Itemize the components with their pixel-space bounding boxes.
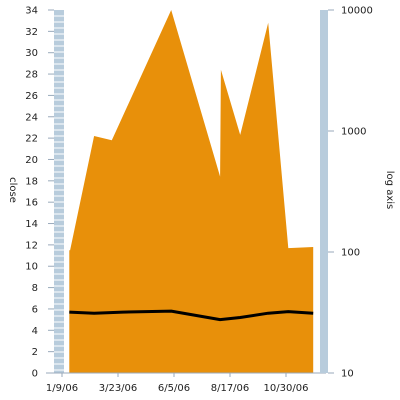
y2-axis-title: log axis xyxy=(384,171,395,209)
left-axis-band xyxy=(54,10,64,373)
plot-area xyxy=(69,10,314,373)
y2-tick-label: 10 xyxy=(341,369,354,380)
y-tick-label: 0 xyxy=(32,369,38,380)
y-tick-label: 18 xyxy=(25,176,38,187)
y-tick-label: 20 xyxy=(25,155,38,166)
right-axis-band xyxy=(320,10,328,373)
x-tick-label: 8/17/06 xyxy=(211,383,250,394)
y2-tick-label: 10000 xyxy=(341,6,373,17)
y-tick-label: 34 xyxy=(25,6,38,17)
y-tick-label: 28 xyxy=(25,70,38,81)
y2-tick-label: 1000 xyxy=(341,127,366,138)
x-tick-label: 3/23/06 xyxy=(99,383,138,394)
y-axis-title: close xyxy=(7,177,18,203)
tick-labels: 0246810121416182022242628303234101001000… xyxy=(25,6,373,395)
y-tick-label: 32 xyxy=(25,27,38,38)
y-tick-label: 22 xyxy=(25,134,38,145)
area-series-0 xyxy=(69,10,314,373)
y-tick-label: 24 xyxy=(25,112,38,123)
y-tick-label: 6 xyxy=(32,304,38,315)
y-tick-label: 10 xyxy=(25,262,38,273)
y-tick-label: 16 xyxy=(25,198,38,209)
x-tick-label: 1/9/06 xyxy=(46,383,78,394)
y-tick-label: 30 xyxy=(25,48,38,59)
y-tick-label: 26 xyxy=(25,91,38,102)
y2-tick-label: 100 xyxy=(341,248,360,259)
y-tick-label: 14 xyxy=(25,219,38,230)
y-tick-label: 4 xyxy=(32,326,38,337)
x-tick-label: 10/30/06 xyxy=(264,383,309,394)
y-tick-label: 8 xyxy=(32,283,38,294)
x-tick-label: 6/5/06 xyxy=(158,383,190,394)
y-tick-label: 12 xyxy=(25,240,38,251)
line-series-1 xyxy=(69,309,314,322)
axis-bands xyxy=(46,10,328,374)
y-tick-label: 2 xyxy=(32,347,38,358)
